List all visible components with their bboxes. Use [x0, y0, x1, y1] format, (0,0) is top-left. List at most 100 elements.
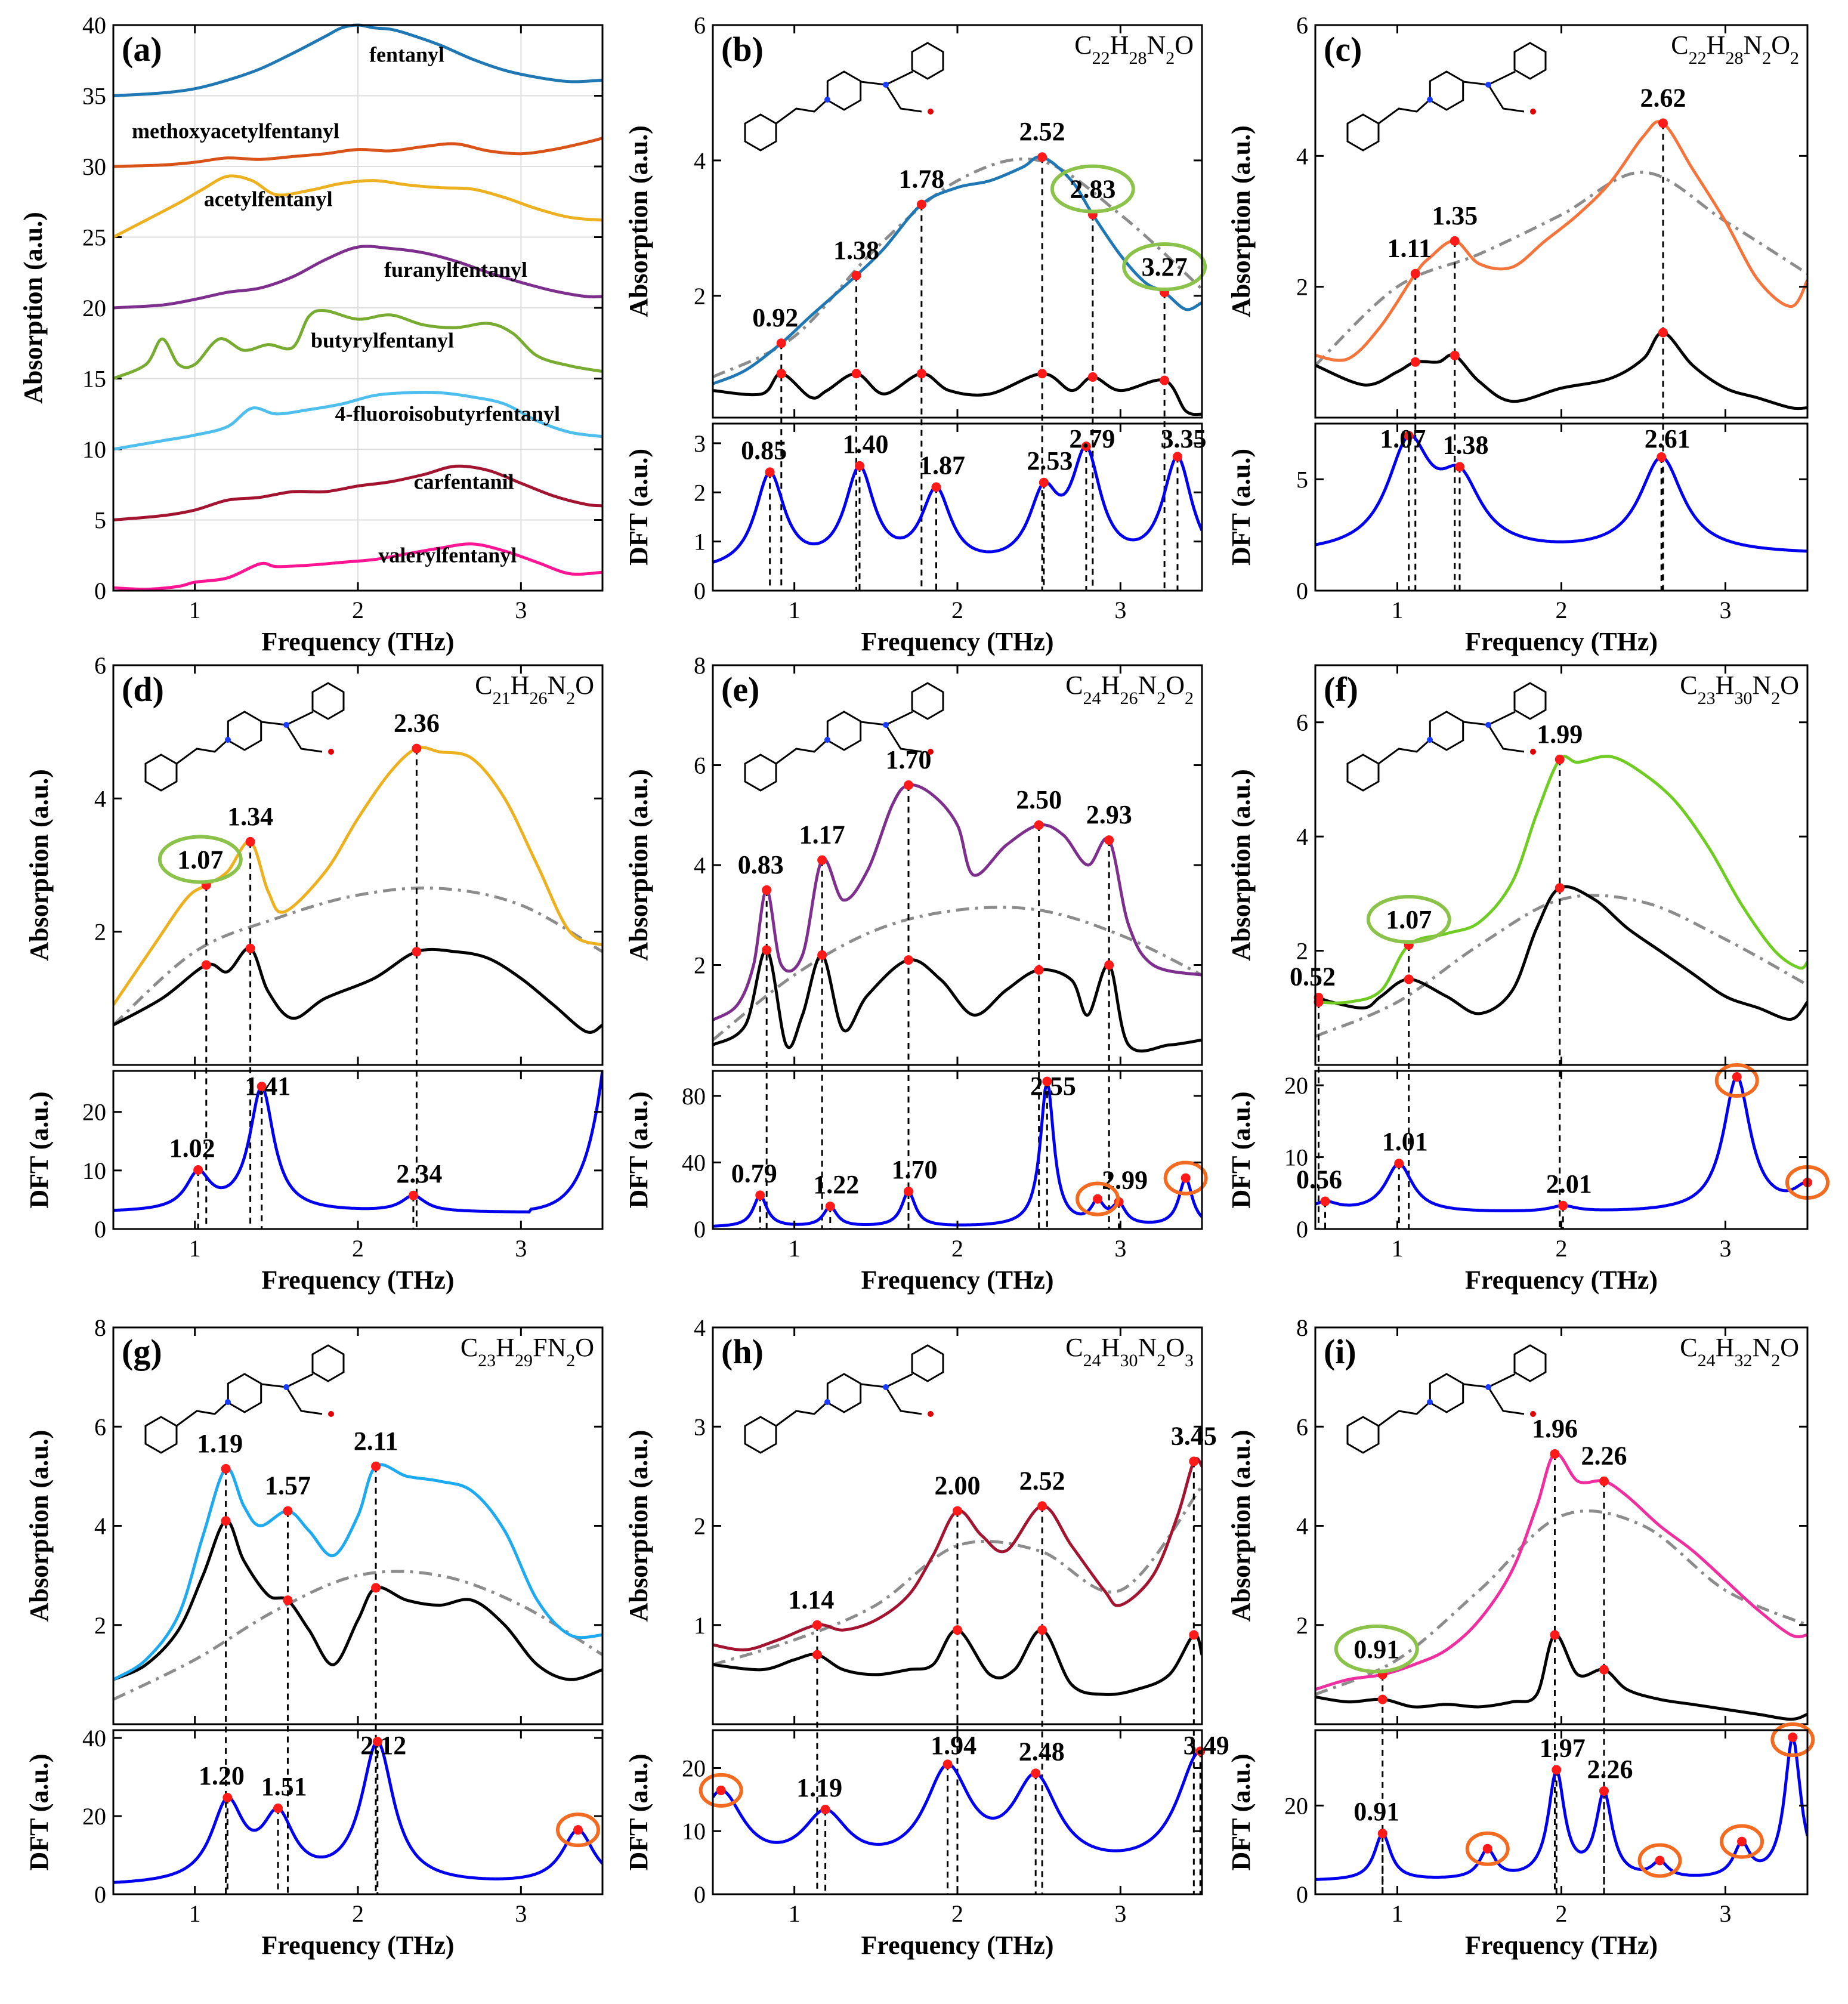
- molecule-oxygen: [1530, 109, 1536, 115]
- formula-element: N: [547, 1333, 566, 1362]
- y-axis-label-dft: DFT (a.u.): [624, 1754, 653, 1871]
- experiment-peak-marker: [812, 1650, 822, 1660]
- molecule-ring-piperidine: [826, 70, 862, 111]
- molecule-nitrogen: [1427, 737, 1433, 743]
- molecule-nitrogen: [1427, 1399, 1433, 1405]
- sample-peak-marker: [1034, 820, 1044, 830]
- formula-subscript: 2: [1771, 1351, 1780, 1370]
- experiment-peak-marker: [1037, 1625, 1047, 1635]
- top-plot-area: [1315, 755, 1807, 1038]
- dft-peak-label: 0.79: [731, 1159, 777, 1188]
- peak-label: 2.11: [354, 1426, 398, 1456]
- dft-peak-label: 1.38: [1443, 430, 1489, 459]
- dft-peak-label: 0.85: [741, 436, 787, 465]
- peak-label: 2.52: [1019, 117, 1065, 146]
- peak-label: 1.17: [799, 820, 845, 850]
- y-axis-label-absorption: Absorption (a.u.): [24, 769, 54, 961]
- experiment-line: [113, 946, 602, 1034]
- molecule-ring-phenyl: [744, 754, 777, 792]
- formula-subscript: 28: [1129, 48, 1146, 68]
- x-tick-label: 2: [951, 1235, 963, 1262]
- dft-peak-marker: [1042, 1076, 1052, 1086]
- molecule-oxygen: [1530, 1411, 1536, 1417]
- formula-element: O: [1771, 30, 1790, 60]
- molecular-formula: C21H26N2O: [475, 671, 594, 708]
- formula-element: C: [1671, 30, 1688, 60]
- y-tick-label: 80: [682, 1083, 706, 1110]
- series-line-furanylfentanyl: [113, 245, 603, 310]
- dft-peak-marker: [1558, 1200, 1568, 1211]
- y-tick-label: 8: [94, 1314, 106, 1341]
- panel-label: (i): [1324, 1332, 1356, 1371]
- experiment-peak-marker: [1034, 965, 1044, 975]
- experiment-peak-marker: [221, 1516, 231, 1526]
- top-subplot-frame: [712, 1326, 1203, 1725]
- y-tick-label: 6: [94, 1413, 106, 1440]
- x-tick-label: 3: [1720, 1900, 1732, 1927]
- formula-element: H: [496, 1333, 515, 1362]
- top-plot-area: [1315, 1452, 1807, 1721]
- formula-subscript: 2: [566, 1351, 575, 1370]
- highlight-circle: [699, 1773, 743, 1808]
- sample-peak-marker: [1037, 1501, 1047, 1511]
- formula-element: O: [1780, 671, 1799, 700]
- sample-line: [713, 155, 1202, 385]
- y-tick-label: 2: [1296, 938, 1308, 965]
- x-tick-label: 2: [352, 597, 364, 623]
- formula-element: O: [1166, 671, 1185, 700]
- formula-element: O: [575, 1333, 594, 1362]
- sample-peak-marker: [812, 1620, 822, 1630]
- molecule-chain: [176, 739, 229, 765]
- dft-peak-marker: [1404, 431, 1414, 441]
- x-tick-label: 1: [189, 597, 201, 623]
- dft-line: [1315, 434, 1807, 553]
- formula-element: C: [1680, 671, 1697, 700]
- dft-peak-marker: [1599, 1786, 1609, 1796]
- x-tick-label: 2: [1556, 1235, 1568, 1262]
- x-tick-label: 1: [189, 1235, 201, 1262]
- dft-peak-marker: [193, 1165, 203, 1175]
- y-tick-label: 35: [82, 83, 106, 110]
- molecule-oxygen: [1530, 749, 1536, 755]
- highlight-circle: [1122, 242, 1207, 292]
- x-axis-label: Frequency (THz): [861, 627, 1053, 656]
- bottom-subplot-frame: [712, 422, 1203, 592]
- series-line-butyrylfentanyl: [112, 308, 603, 380]
- molecular-formula: C22H28N2O2: [1671, 30, 1799, 68]
- dft-peak-marker: [820, 1805, 830, 1815]
- y-tick-label: 40: [82, 1725, 106, 1752]
- molecular-formula: C24H26N2O2: [1065, 671, 1194, 708]
- experiment-peak-marker: [762, 945, 772, 955]
- dft-peak-marker: [1482, 1844, 1492, 1854]
- series-label: valerylfentanyl: [378, 544, 517, 567]
- formula-element: H: [1707, 30, 1726, 60]
- highlight-circle: [1163, 1160, 1208, 1196]
- y-tick-label: 6: [1296, 1413, 1308, 1440]
- molecule-nitrogen: [1485, 1384, 1491, 1390]
- experiment-peak-marker: [1104, 960, 1114, 970]
- y-tick-label: 0: [1296, 1881, 1308, 1908]
- panel-label: (d): [122, 670, 164, 709]
- formula-subscript: 2: [1762, 48, 1771, 68]
- sample-peak-marker: [1658, 118, 1668, 128]
- baseline-line: [113, 886, 602, 1026]
- experiment-line: [713, 948, 1202, 1053]
- y-tick-label: 2: [694, 952, 706, 979]
- dft-peak-marker: [1093, 1194, 1103, 1204]
- molecule-nitrogen: [1485, 722, 1491, 728]
- y-axis-label-absorption: Absorption (a.u.): [624, 125, 653, 317]
- y-tick-label: 20: [1284, 1792, 1308, 1819]
- bottom-plot-area: [713, 1081, 1202, 1228]
- molecule-ring-anilide: [911, 42, 944, 80]
- dft-peak-marker: [1732, 1072, 1742, 1082]
- y-tick-label: 4: [1296, 823, 1308, 850]
- top-subplot-frame: [1314, 24, 1809, 419]
- molecule-nitrogen: [824, 737, 830, 743]
- x-tick-label: 3: [1114, 1900, 1126, 1927]
- formula-subscript: 29: [515, 1351, 533, 1370]
- y-axis-label-dft: DFT (a.u.): [1226, 449, 1256, 566]
- molecule-bond: [885, 84, 922, 113]
- y-tick-label: 2: [94, 919, 106, 946]
- x-tick-label: 2: [1556, 1900, 1568, 1927]
